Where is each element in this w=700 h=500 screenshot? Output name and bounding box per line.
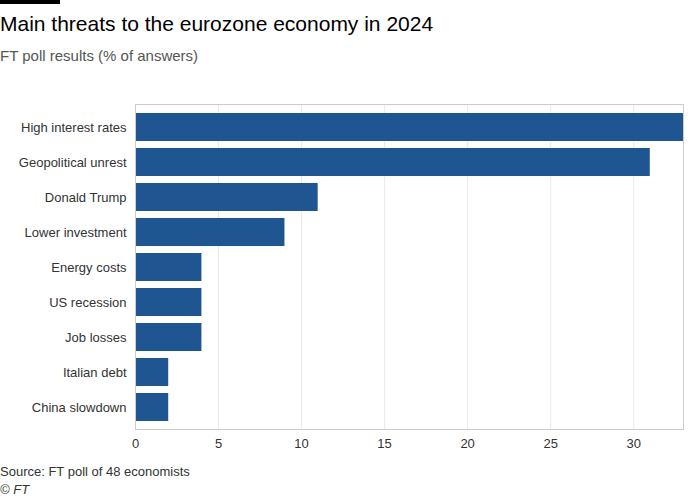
svg-text:15: 15 <box>377 436 391 451</box>
svg-text:Donald Trump: Donald Trump <box>45 190 127 205</box>
svg-text:High interest rates: High interest rates <box>21 120 127 135</box>
svg-text:5: 5 <box>215 436 222 451</box>
html-text:Source: FT poll of 48 economis: Source: FT poll of 48 economists <box>0 464 190 479</box>
svg-text:China slowdown: China slowdown <box>32 400 127 415</box>
svg-text:Italian debt: Italian debt <box>63 365 127 380</box>
svg-text:0: 0 <box>132 436 139 451</box>
svg-text:30: 30 <box>626 436 640 451</box>
svg-text:Geopolitical unrest: Geopolitical unrest <box>19 155 127 170</box>
html-text:© FT: © FT <box>0 482 30 497</box>
html-text:Main threats to the eurozone e: Main threats to the eurozone economy in … <box>0 12 434 35</box>
svg-text:20: 20 <box>460 436 474 451</box>
svg-text:10: 10 <box>294 436 308 451</box>
svg-text:Job losses: Job losses <box>65 330 127 345</box>
svg-text:Energy costs: Energy costs <box>51 260 127 275</box>
svg-text:25: 25 <box>543 436 557 451</box>
html-text:FT poll results (% of answers): FT poll results (% of answers) <box>0 47 199 64</box>
svg-text:Lower investment: Lower investment <box>25 225 127 240</box>
svg-text:US recession: US recession <box>49 295 126 310</box>
